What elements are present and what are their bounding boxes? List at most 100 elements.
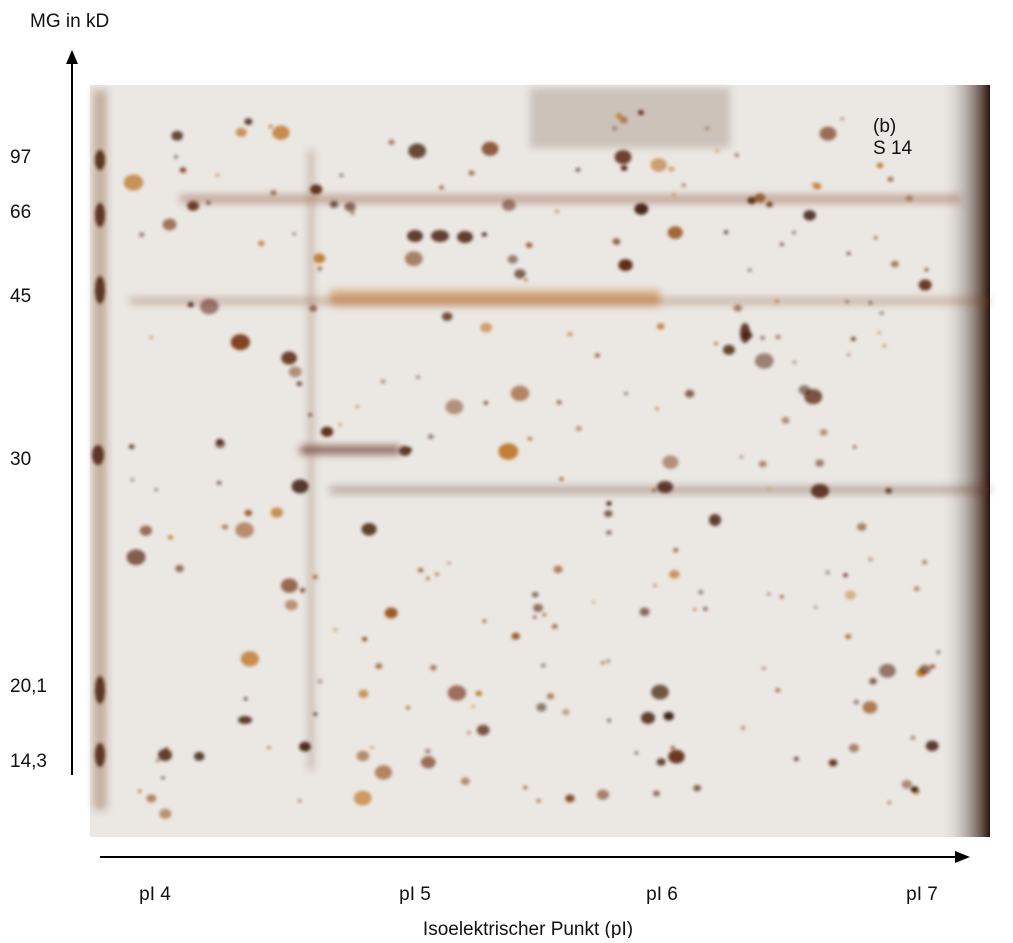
spot: [775, 334, 781, 340]
spot: [434, 572, 439, 576]
spot: [668, 749, 685, 764]
spot: [123, 174, 144, 191]
spot: [657, 481, 673, 493]
spot: [848, 743, 860, 753]
spot: [532, 615, 537, 619]
spot: [162, 218, 177, 231]
spot: [179, 167, 187, 173]
spot: [362, 637, 368, 642]
spot: [353, 790, 372, 806]
spot: [221, 524, 229, 530]
spot: [656, 758, 666, 766]
spot: [92, 445, 104, 465]
spot: [869, 678, 877, 685]
spot: [460, 777, 470, 786]
spot: [905, 195, 913, 202]
spot: [408, 143, 427, 159]
spot: [553, 565, 563, 574]
spot: [739, 455, 744, 459]
spot: [333, 628, 338, 632]
spot: [762, 666, 766, 670]
spot: [901, 779, 913, 789]
spot: [852, 445, 857, 449]
spot: [532, 592, 539, 598]
spot: [856, 523, 867, 531]
spot: [126, 549, 146, 566]
spot: [703, 607, 708, 611]
spot: [803, 210, 816, 221]
spot: [882, 344, 887, 348]
spot: [139, 232, 145, 237]
spot: [161, 776, 165, 780]
spot: [606, 659, 611, 663]
spot: [813, 182, 822, 190]
y-label: 14,3: [10, 751, 47, 772]
spot: [187, 200, 200, 211]
spot: [128, 444, 135, 450]
spot: [879, 663, 896, 678]
spot: [873, 236, 878, 240]
spot: [840, 116, 845, 121]
spot: [155, 759, 160, 763]
spot: [270, 190, 277, 196]
spot: [139, 525, 153, 536]
spot: [922, 559, 928, 565]
spot: [555, 209, 560, 214]
spot: [546, 693, 555, 700]
spot: [910, 735, 916, 740]
spot: [284, 599, 298, 611]
spot: [733, 304, 743, 312]
spot: [95, 203, 105, 227]
spot: [779, 595, 784, 599]
spot: [862, 701, 878, 714]
spot: [692, 607, 697, 611]
spot: [149, 335, 154, 340]
gel-background: [90, 85, 990, 837]
spot: [481, 141, 499, 156]
spot: [766, 592, 771, 596]
spot: [510, 385, 530, 401]
spot: [244, 118, 253, 125]
spot: [146, 794, 157, 803]
gel-spots: [92, 110, 941, 819]
spot: [130, 478, 135, 482]
spot: [724, 230, 729, 234]
spot: [388, 139, 395, 145]
spot: [407, 230, 423, 242]
spot: [754, 353, 774, 369]
spot: [798, 385, 811, 395]
spot: [468, 170, 475, 176]
spot: [754, 193, 766, 203]
spot: [235, 127, 247, 138]
spot: [230, 334, 251, 351]
spot: [662, 455, 679, 469]
y-axis-title: MG in kD: [30, 11, 109, 32]
spot: [705, 126, 710, 130]
spot: [299, 588, 306, 593]
spot: [523, 785, 528, 790]
spot: [417, 567, 424, 573]
spot: [669, 569, 680, 579]
spot: [481, 232, 487, 237]
spot: [615, 113, 623, 119]
spot: [288, 366, 302, 378]
spot: [775, 688, 781, 693]
spot: [175, 564, 184, 573]
spot: [238, 716, 252, 724]
spot: [673, 547, 679, 553]
spot: [406, 706, 410, 710]
spot: [281, 351, 297, 365]
spot: [416, 375, 420, 379]
spot: [272, 125, 290, 140]
spot: [684, 389, 695, 398]
spot: [313, 253, 326, 264]
spot: [498, 443, 519, 460]
spot: [159, 808, 172, 819]
spot: [447, 561, 451, 565]
spot: [95, 676, 105, 704]
spot: [575, 426, 582, 431]
spot: [714, 342, 718, 346]
spot: [199, 298, 219, 315]
spot: [819, 126, 837, 141]
